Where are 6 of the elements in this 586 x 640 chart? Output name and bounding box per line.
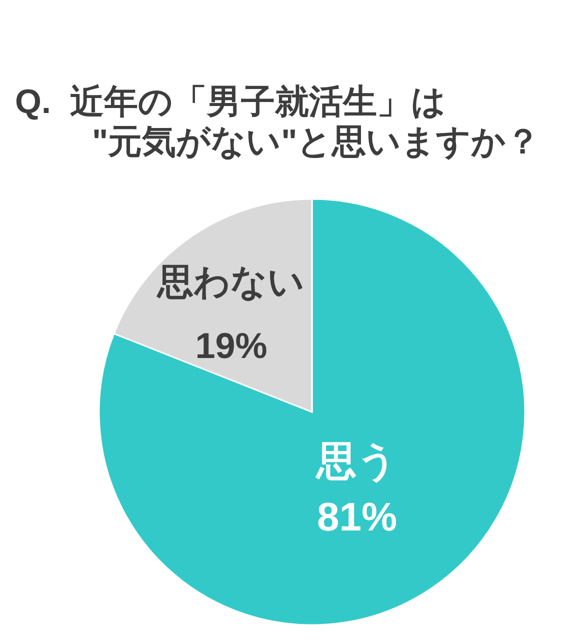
data-label: 19% <box>195 324 268 366</box>
slice-label: 思わない <box>156 260 305 302</box>
slice-label: 思う <box>314 439 398 484</box>
data-label: 81% <box>316 495 398 540</box>
pie-slice <box>98 198 526 626</box>
chart-title: Q. 近年の「男子就活生」は "元気がない"と思いますか？ <box>14 82 542 162</box>
